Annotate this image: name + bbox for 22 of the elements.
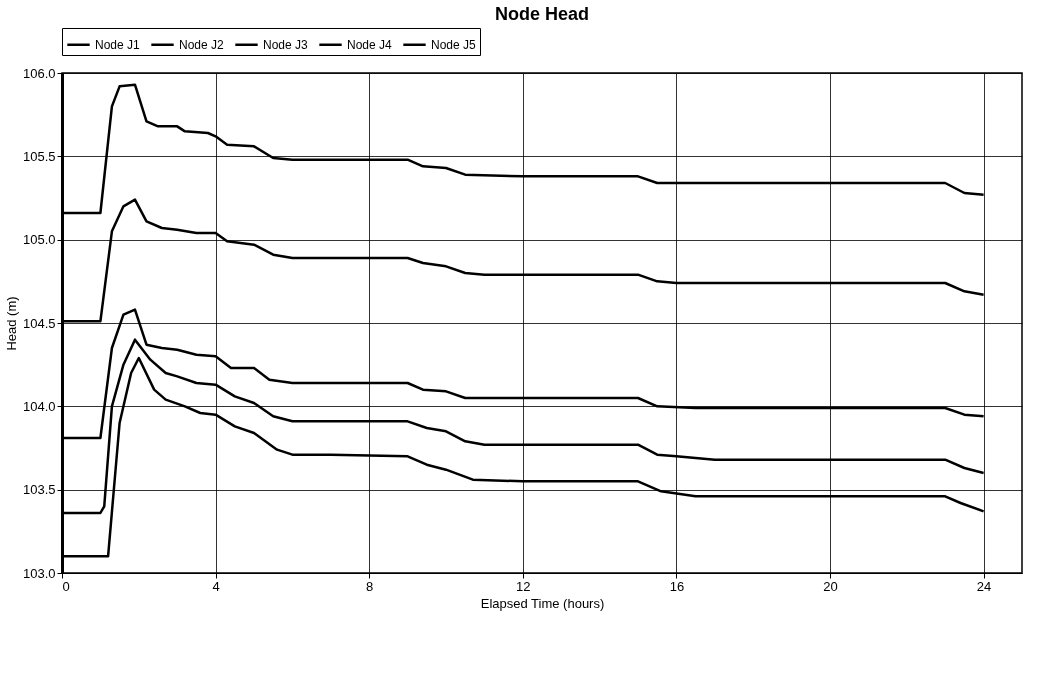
legend-label: Node J5 (431, 37, 477, 52)
chart-title: Node Head (494, 3, 590, 24)
y-axis-title: Head (m) (3, 296, 19, 351)
y-tick-label: 103.0 (22, 565, 56, 581)
legend-label: Node J3 (263, 37, 309, 52)
y-tick-label: 103.5 (22, 482, 56, 498)
y-tick-label: 106.0 (22, 65, 56, 81)
x-tick-label: 4 (212, 578, 220, 594)
y-tick-label: 104.5 (22, 315, 56, 331)
y-tick-label: 104.0 (22, 398, 56, 414)
y-tick-label: 105.5 (22, 148, 56, 164)
x-tick-label: 0 (62, 578, 70, 594)
x-tick-label: 12 (516, 578, 531, 594)
x-tick-label: 20 (823, 578, 838, 594)
x-tick-label: 8 (366, 578, 374, 594)
x-axis-title: Elapsed Time (hours) (480, 595, 605, 611)
x-tick-label: 16 (669, 578, 685, 594)
legend-label: Node J4 (347, 37, 393, 52)
x-tick-label: 24 (976, 578, 992, 594)
y-tick-label: 105.0 (22, 232, 56, 248)
legend-label: Node J2 (179, 37, 225, 52)
legend-label: Node J1 (95, 37, 141, 52)
